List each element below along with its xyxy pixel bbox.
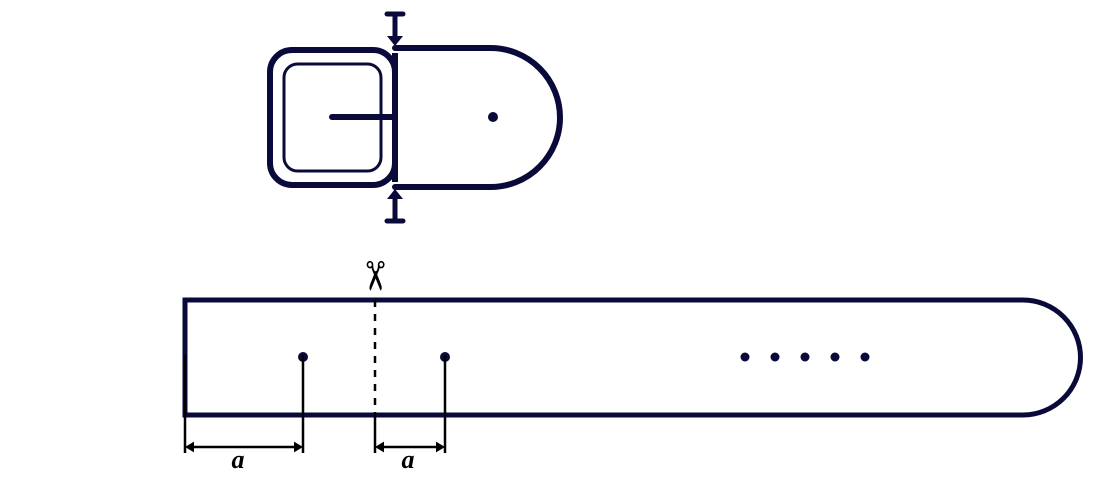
belt-punch-hole-3 xyxy=(801,353,810,362)
scissors-icon: ✂ xyxy=(352,259,397,293)
strap-tip-hole xyxy=(488,112,498,122)
alignment-marker-top-icon xyxy=(387,14,403,46)
dimension-label: a xyxy=(232,445,245,474)
belt-punch-hole-5 xyxy=(861,353,870,362)
dimension-arrowhead-left xyxy=(375,442,384,453)
belt-punch-hole-4 xyxy=(831,353,840,362)
alignment-marker-bottom-icon xyxy=(387,189,403,221)
belt-punch-hole-2 xyxy=(771,353,780,362)
belt-punch-hole-1 xyxy=(741,353,750,362)
dimension-arrowhead-right xyxy=(436,442,445,453)
dimension-label: a xyxy=(402,445,415,474)
dimension-arrowhead-right xyxy=(294,442,303,453)
diagram-canvas: ✂ a a xyxy=(0,0,1120,501)
dimension-arrowhead-left xyxy=(185,442,194,453)
belt-outline xyxy=(185,300,1081,415)
strap-tip-outline xyxy=(395,48,560,187)
